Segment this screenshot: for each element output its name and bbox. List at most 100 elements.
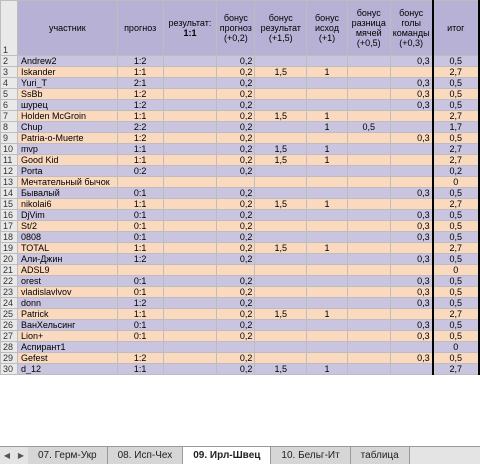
cell-bonus-forecast[interactable] — [216, 264, 256, 276]
cell-result[interactable] — [162, 132, 218, 144]
cell-bonus-goals[interactable] — [389, 198, 434, 210]
cell-total[interactable]: 2,7 — [431, 143, 480, 155]
cell-result[interactable] — [162, 99, 218, 111]
cell-result[interactable] — [162, 176, 218, 188]
cell-result[interactable] — [162, 198, 218, 210]
row-number[interactable]: 10 — [0, 143, 18, 155]
cell-bonus-diff[interactable] — [346, 198, 391, 210]
cell-total[interactable]: 0,5 — [431, 55, 480, 67]
cell-total[interactable]: 0 — [431, 341, 480, 353]
cell-bonus-diff[interactable] — [346, 220, 391, 232]
cell-bonus-forecast[interactable]: 0,2 — [216, 297, 256, 309]
cell-result[interactable] — [162, 187, 218, 199]
cell-bonus-diff[interactable] — [346, 275, 391, 287]
cell-bonus-goals[interactable]: 0,3 — [389, 55, 434, 67]
cell-bonus-outcome[interactable] — [306, 297, 348, 309]
cell-total[interactable]: 0,5 — [431, 77, 480, 89]
cell-bonus-result[interactable]: 1,5 — [254, 110, 308, 122]
cell-total[interactable]: 1,7 — [431, 121, 480, 133]
cell-result[interactable] — [162, 297, 218, 309]
row-number[interactable]: 7 — [0, 110, 18, 122]
cell-bonus-goals[interactable]: 0,3 — [389, 209, 434, 221]
row-number[interactable]: 6 — [0, 99, 18, 111]
cell-bonus-diff[interactable] — [346, 330, 391, 342]
cell-total[interactable]: 0,5 — [431, 297, 480, 309]
cell-bonus-forecast[interactable]: 0,2 — [216, 165, 256, 177]
cell-forecast[interactable]: 0:1 — [116, 231, 164, 243]
cell-bonus-forecast[interactable]: 0,2 — [216, 187, 256, 199]
cell-total[interactable]: 2,7 — [431, 66, 480, 78]
cell-bonus-result[interactable] — [254, 231, 308, 243]
cell-participant[interactable]: Porta — [16, 165, 118, 177]
cell-participant[interactable]: Holden McGroin — [16, 110, 118, 122]
row-number[interactable]: 1 — [0, 0, 18, 56]
cell-participant[interactable]: St/2 — [16, 220, 118, 232]
cell-bonus-result[interactable] — [254, 55, 308, 67]
cell-participant[interactable]: Бывалый — [16, 187, 118, 199]
cell-bonus-result[interactable]: 1,5 — [254, 66, 308, 78]
cell-bonus-forecast[interactable]: 0,2 — [216, 319, 256, 331]
cell-forecast[interactable]: 1:1 — [116, 198, 164, 210]
cell-bonus-goals[interactable]: 0,3 — [389, 319, 434, 331]
cell-forecast[interactable] — [116, 176, 164, 188]
cell-bonus-outcome[interactable] — [306, 77, 348, 89]
cell-bonus-goals[interactable]: 0,3 — [389, 297, 434, 309]
header-total[interactable]: итог — [431, 0, 480, 56]
cell-total[interactable]: 0 — [431, 264, 480, 276]
cell-forecast[interactable]: 0:1 — [116, 220, 164, 232]
cell-bonus-outcome[interactable] — [306, 352, 348, 364]
cell-participant[interactable]: orest — [16, 275, 118, 287]
cell-total[interactable]: 0 — [431, 176, 480, 188]
cell-bonus-forecast[interactable]: 0,2 — [216, 121, 256, 133]
cell-bonus-goals[interactable] — [389, 154, 434, 166]
cell-bonus-diff[interactable] — [346, 88, 391, 100]
cell-bonus-forecast[interactable]: 0,2 — [216, 352, 256, 364]
cell-forecast[interactable]: 1:1 — [116, 143, 164, 155]
cell-participant[interactable]: Patrick — [16, 308, 118, 320]
row-number[interactable]: 12 — [0, 165, 18, 177]
row-number[interactable]: 24 — [0, 297, 18, 309]
sheet-tab-07[interactable]: 07. Герм-Укр — [28, 447, 108, 464]
cell-bonus-outcome[interactable]: 1 — [306, 143, 348, 155]
cell-bonus-result[interactable] — [254, 132, 308, 144]
cell-total[interactable]: 0,5 — [431, 330, 480, 342]
cell-participant[interactable]: DjVim — [16, 209, 118, 221]
row-number[interactable]: 28 — [0, 341, 18, 353]
cell-bonus-diff[interactable] — [346, 264, 391, 276]
cell-result[interactable] — [162, 165, 218, 177]
cell-total[interactable]: 2,7 — [431, 198, 480, 210]
cell-bonus-outcome[interactable] — [306, 275, 348, 287]
cell-bonus-result[interactable]: 1,5 — [254, 143, 308, 155]
cell-result[interactable] — [162, 55, 218, 67]
cell-participant[interactable]: Chup — [16, 121, 118, 133]
tab-scroll-first-icon[interactable]: ◀ — [3, 451, 11, 460]
cell-bonus-diff[interactable] — [346, 209, 391, 221]
cell-total[interactable]: 0,5 — [431, 253, 480, 265]
cell-participant[interactable]: vladislavlvov — [16, 286, 118, 298]
cell-forecast[interactable] — [116, 264, 164, 276]
cell-bonus-diff[interactable] — [346, 297, 391, 309]
cell-bonus-outcome[interactable] — [306, 55, 348, 67]
cell-forecast[interactable]: 2:1 — [116, 77, 164, 89]
cell-bonus-goals[interactable] — [389, 121, 434, 133]
cell-bonus-result[interactable] — [254, 286, 308, 298]
row-number[interactable]: 25 — [0, 308, 18, 320]
header-bonus-forecast[interactable]: бонус прогноз (+0,2) — [216, 0, 256, 56]
cell-result[interactable] — [162, 308, 218, 320]
cell-bonus-diff[interactable] — [346, 143, 391, 155]
cell-result[interactable] — [162, 143, 218, 155]
sheet-tab-table[interactable]: таблица — [350, 447, 410, 464]
cell-result[interactable] — [162, 286, 218, 298]
row-number[interactable]: 18 — [0, 231, 18, 243]
cell-participant[interactable]: ВанХельсинг — [16, 319, 118, 331]
cell-bonus-diff[interactable] — [346, 286, 391, 298]
cell-bonus-goals[interactable] — [389, 264, 434, 276]
cell-bonus-outcome[interactable] — [306, 264, 348, 276]
cell-total[interactable]: 2,7 — [431, 110, 480, 122]
cell-bonus-diff[interactable] — [346, 363, 391, 375]
cell-bonus-outcome[interactable] — [306, 88, 348, 100]
cell-bonus-forecast[interactable]: 0,2 — [216, 88, 256, 100]
cell-total[interactable]: 0,5 — [431, 352, 480, 364]
cell-bonus-outcome[interactable] — [306, 99, 348, 111]
cell-bonus-forecast[interactable]: 0,2 — [216, 143, 256, 155]
